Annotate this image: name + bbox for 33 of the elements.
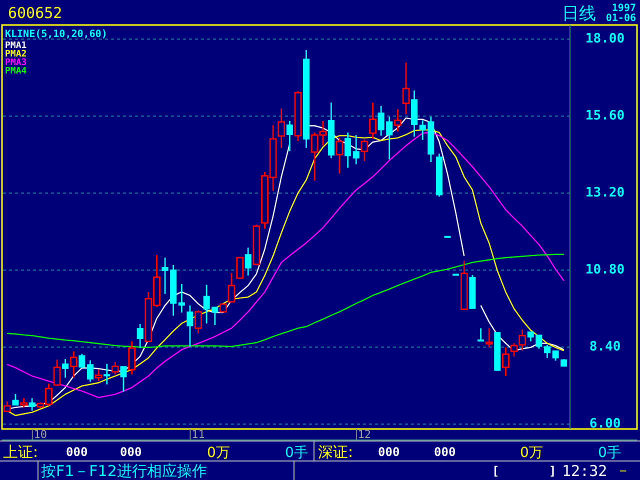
text: 0手 — [285, 445, 308, 461]
text: 000 — [120, 445, 142, 459]
text: 深证: — [318, 443, 354, 461]
y-tick-label: 8.40 — [589, 340, 621, 355]
text: 0万 — [207, 445, 230, 461]
text: PMA2 — [5, 50, 27, 60]
y-tick-label: 10.80 — [585, 262, 625, 278]
chart-subtitle: 日线 — [562, 4, 596, 24]
x-tick-label: 11 — [192, 428, 205, 441]
text: 01-06 — [606, 13, 636, 24]
legend-title: KLINE(5,10,20,60) — [5, 29, 108, 40]
chart-title: 600652 — [8, 4, 62, 22]
text: 0手 — [598, 445, 621, 461]
text: ] — [549, 464, 556, 478]
text: 12:32 — [562, 462, 608, 480]
y-tick-label: 18.00 — [585, 32, 625, 47]
text: 000 — [378, 445, 400, 459]
text: 上证: — [3, 443, 38, 461]
x-tick-label: 10 — [34, 428, 48, 441]
x-tick-label: 12 — [358, 428, 372, 441]
y-tick-label: 6.00 — [589, 416, 621, 432]
text: PMA1 — [5, 41, 27, 51]
text: － — [616, 463, 630, 479]
text: 0万 — [520, 445, 543, 461]
text: 按F1－F12进行相应操作 — [41, 462, 207, 480]
y-tick-label: 15.60 — [585, 108, 625, 124]
text: [ — [492, 464, 500, 478]
y-tick-label: 13.20 — [585, 186, 625, 201]
text: 000 — [434, 445, 456, 459]
text: PMA3 — [5, 58, 27, 68]
text: 000 — [66, 445, 88, 459]
text: 1997 — [612, 3, 636, 14]
text: PMA4 — [5, 66, 28, 76]
